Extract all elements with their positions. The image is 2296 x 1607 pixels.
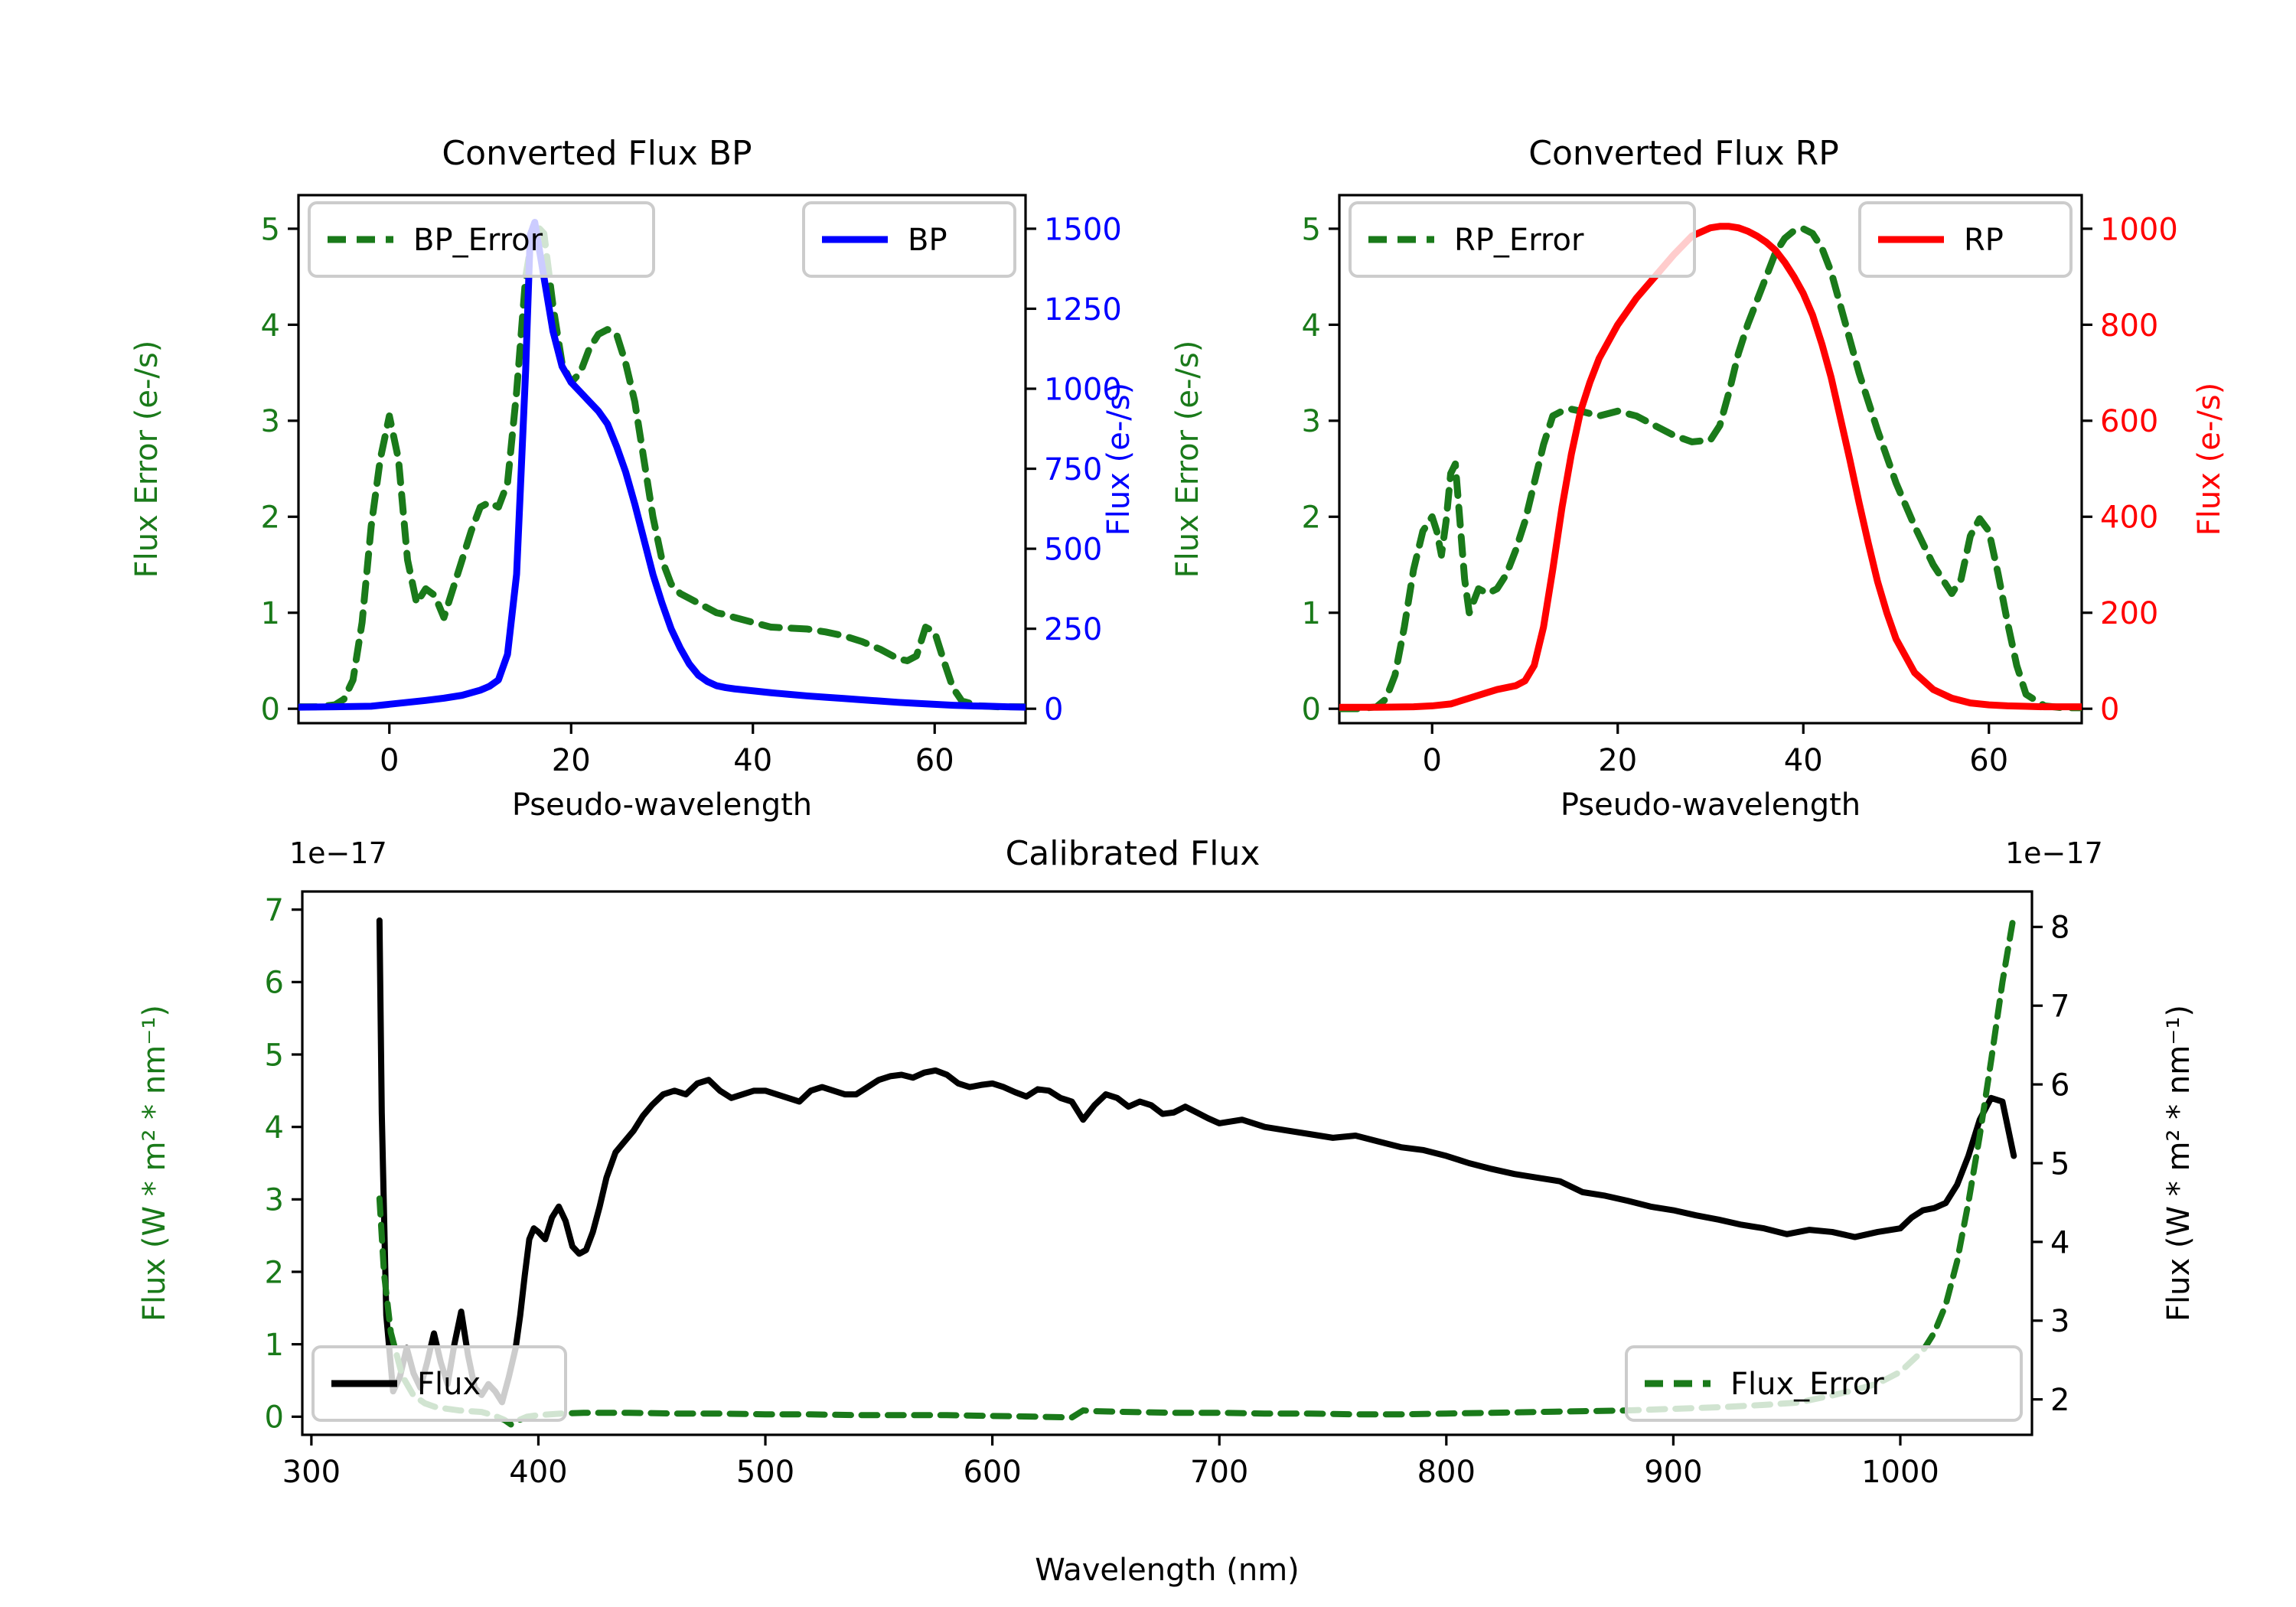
y-tick-label-left: 0 bbox=[261, 693, 280, 728]
y-tick-label-left: 3 bbox=[261, 404, 280, 439]
y-tick-label-left: 2 bbox=[261, 500, 280, 536]
legend-flux-error-box[interactable] bbox=[1625, 1345, 2023, 1422]
x-tick-label: 60 bbox=[1969, 743, 2008, 778]
y-tick-label-right: 3 bbox=[2050, 1304, 2069, 1339]
x-tick-label: 40 bbox=[1784, 743, 1823, 778]
y-axis-label-left: Flux (W * m² * nm⁻¹) bbox=[137, 1005, 172, 1322]
y-tick-label-right: 600 bbox=[2100, 404, 2158, 439]
x-tick-label: 0 bbox=[1423, 743, 1442, 778]
y-tick-label-left: 1 bbox=[1302, 596, 1321, 631]
x-tick-label: 40 bbox=[733, 743, 772, 778]
x-tick-label: 600 bbox=[963, 1455, 1021, 1490]
y-tick-label-right: 0 bbox=[2100, 693, 2119, 728]
legend-rp-label: RP bbox=[1964, 223, 2004, 258]
x-tick-label: 400 bbox=[509, 1455, 567, 1490]
chart-calibrated-flux: Calibrated Flux 1e−17 1e−17 300 400 500 600… bbox=[137, 834, 2197, 1588]
y-tick-label-left: 2 bbox=[1302, 500, 1321, 536]
x-tick-label: 800 bbox=[1417, 1455, 1476, 1490]
y-tick-label-right: 400 bbox=[2100, 500, 2158, 536]
y-axis-label-right: Flux (W * m² * nm⁻¹) bbox=[2161, 1005, 2197, 1322]
y-tick-label-right: 500 bbox=[1044, 532, 1102, 567]
y-tick-label-left: 4 bbox=[261, 308, 280, 344]
y-tick-label-right: 1500 bbox=[1044, 212, 1122, 247]
legend-rp-error-label: RP_Error bbox=[1454, 223, 1584, 258]
y-tick-label-right: 8 bbox=[2050, 911, 2069, 946]
y-axis-label-left: Flux Error (e-/s) bbox=[129, 341, 165, 579]
legend-bp-error-box[interactable] bbox=[308, 201, 655, 278]
y-tick-label-right: 1000 bbox=[2100, 212, 2178, 247]
y-tick-label-right: 750 bbox=[1044, 452, 1102, 487]
panel-converted-flux-rp: Converted Flux RP 0 20 40 60 0 1 2 3 4 5 0 200 400 60… bbox=[1148, 0, 2296, 823]
y-axis-label-right: Flux (e-/s) bbox=[1101, 383, 1137, 536]
y-tick-label-left: 0 bbox=[265, 1400, 284, 1436]
y-tick-label-right: 5 bbox=[2050, 1146, 2069, 1182]
y-axis-offset-right: 1e−17 bbox=[2005, 836, 2103, 870]
y-tick-label-right: 200 bbox=[2100, 596, 2158, 631]
series-rp bbox=[1339, 223, 2082, 711]
y-tick-label-left: 4 bbox=[1302, 308, 1321, 344]
y-tick-label-right: 7 bbox=[2050, 989, 2069, 1025]
x-tick-label: 0 bbox=[380, 743, 399, 778]
x-tick-label: 60 bbox=[915, 743, 954, 778]
legend-bp-error-label: BP_Error bbox=[413, 223, 543, 258]
y-tick-label-left: 5 bbox=[265, 1038, 284, 1073]
y-axis-label-right: Flux (e-/s) bbox=[2192, 383, 2227, 536]
legend-flux-error-label: Flux_Error bbox=[1730, 1367, 1884, 1402]
axes-frame bbox=[1338, 194, 2083, 725]
x-tick-label: 700 bbox=[1190, 1455, 1248, 1490]
y-tick-label-left: 7 bbox=[265, 893, 284, 928]
axes-frame bbox=[297, 194, 1027, 725]
legend-rp-box[interactable] bbox=[1858, 201, 2073, 278]
series-flux bbox=[376, 917, 2017, 1406]
series-bp bbox=[298, 219, 1026, 711]
x-tick-label: 900 bbox=[1644, 1455, 1702, 1490]
series-bp_error bbox=[298, 220, 1026, 711]
y-tick-label-left: 2 bbox=[265, 1255, 284, 1290]
series-rp_error bbox=[1339, 225, 2082, 712]
y-tick-label-right: 1000 bbox=[1044, 372, 1122, 407]
y-tick-label-right: 6 bbox=[2050, 1068, 2069, 1103]
chart-title-calibrated: Calibrated Flux bbox=[1006, 834, 1261, 873]
y-tick-label-left: 1 bbox=[261, 596, 280, 631]
y-axis-offset-left: 1e−17 bbox=[289, 836, 387, 870]
chart-title-rp: Converted Flux RP bbox=[1528, 134, 1839, 173]
panel-converted-flux-bp: Converted Flux BP 0 20 40 60 0 1 2 3 4 5 0 250 500 75… bbox=[0, 0, 1148, 823]
chart-converted-flux-bp: Converted Flux BP 0 20 40 60 0 1 2 3 4 5 0 250 500 75… bbox=[129, 134, 1137, 823]
x-tick-label: 300 bbox=[282, 1455, 341, 1490]
x-axis-label: Pseudo-wavelength bbox=[512, 787, 812, 823]
panel-calibrated-flux: Calibrated Flux 1e−17 1e−17 300 400 500 600… bbox=[0, 811, 2296, 1607]
y-tick-label-left: 0 bbox=[1302, 693, 1321, 728]
x-axis-label: Pseudo-wavelength bbox=[1561, 787, 1861, 823]
legend-flux-label: Flux bbox=[417, 1367, 481, 1402]
y-tick-label-right: 2 bbox=[2050, 1383, 2069, 1418]
y-tick-label-left: 3 bbox=[1302, 404, 1321, 439]
y-tick-label-left: 5 bbox=[1302, 212, 1321, 247]
x-tick-label: 20 bbox=[1598, 743, 1637, 778]
x-tick-label: 20 bbox=[552, 743, 591, 778]
y-tick-label-right: 250 bbox=[1044, 612, 1102, 647]
chart-title-bp: Converted Flux BP bbox=[442, 134, 752, 173]
y-tick-label-left: 3 bbox=[265, 1183, 284, 1218]
legend-flux-box[interactable] bbox=[311, 1345, 567, 1422]
y-tick-label-left: 4 bbox=[265, 1110, 284, 1146]
y-axis-label-left: Flux Error (e-/s) bbox=[1170, 341, 1205, 579]
y-tick-label-left: 5 bbox=[261, 212, 280, 247]
y-tick-label-left: 1 bbox=[265, 1328, 284, 1363]
x-axis-label: Wavelength (nm) bbox=[1035, 1553, 1300, 1588]
x-tick-label: 500 bbox=[736, 1455, 794, 1490]
legend-bp-box[interactable] bbox=[802, 201, 1016, 278]
legend-rp-error-box[interactable] bbox=[1349, 201, 1696, 278]
legend-bp-label: BP bbox=[908, 223, 947, 258]
y-tick-label-left: 6 bbox=[265, 966, 284, 1001]
y-tick-label-right: 4 bbox=[2050, 1225, 2069, 1260]
y-tick-label-right: 0 bbox=[1044, 693, 1063, 728]
y-tick-label-right: 800 bbox=[2100, 308, 2158, 344]
chart-converted-flux-rp: Converted Flux RP 0 20 40 60012345020040060… bbox=[1170, 134, 2227, 823]
x-tick-label: 1000 bbox=[1861, 1455, 1939, 1490]
y-tick-label-right: 1250 bbox=[1044, 292, 1122, 328]
